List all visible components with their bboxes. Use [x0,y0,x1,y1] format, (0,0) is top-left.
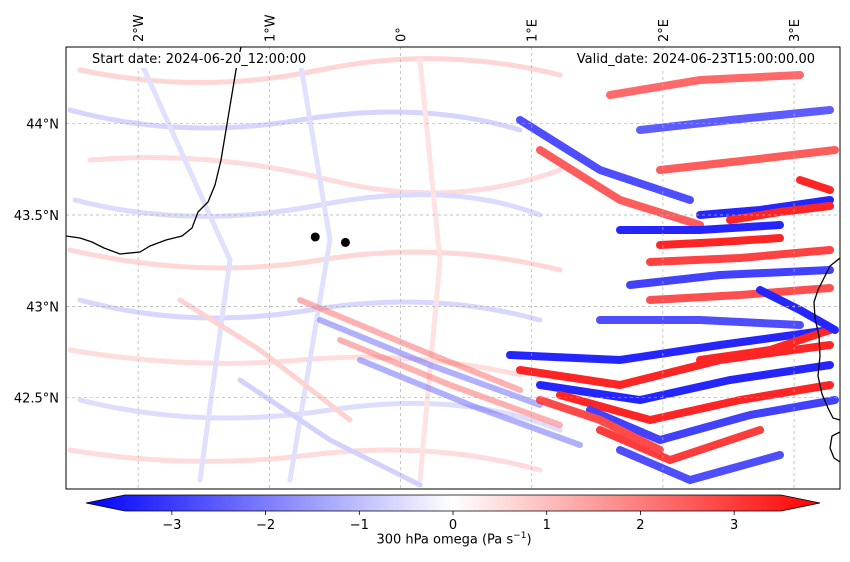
lat-tick-label: 42.5°N [14,392,59,407]
colorbar-tick-label: 0 [449,518,457,533]
colorbar-tick-label: 2 [636,518,644,533]
lon-tick-label: 2°W [132,14,147,42]
location-markers [310,232,350,247]
latitude-labels: 44°N 43.5°N 43°N 42.5°N [14,118,59,407]
marker-1-dot [310,232,320,242]
coastline-group [66,47,840,463]
start-date-label: Start date: 2024-06-20_12:00:00 [88,52,311,68]
colorbar-title-prefix: 300 hPa omega (Pa s [376,532,514,548]
colorbar-tick-label: −1 [350,518,369,533]
map-panel [65,46,841,490]
coastline-east [813,257,840,421]
colorbar-title-exponent: −1 [513,531,527,541]
lat-tick-label: 43°N [26,300,59,315]
omega-field [67,56,839,488]
coastline-west [66,47,242,255]
lon-tick-label: 2°E [657,19,672,42]
lon-tick-label: 1°W [263,14,278,42]
colorbar: −3 −2 −1 0 1 2 3 [85,494,821,533]
colorbar-tick-label: 3 [730,518,738,533]
lat-tick-label: 44°N [26,118,59,133]
longitude-labels: 2°W 1°W 0° 1°E 2°E 3°E [132,14,803,42]
colorbar-tick-label: 1 [543,518,551,533]
marker-2-dot [340,237,350,247]
colorbar-ticks: −3 −2 −1 0 1 2 3 [162,511,738,533]
colorbar-gradient [85,494,821,512]
colorbar-title: 300 hPa omega (Pa s−1) [0,531,850,547]
map-frame [65,46,841,490]
lon-tick-label: 0° [395,27,410,42]
lat-tick-label: 43.5°N [14,209,59,224]
valid-date-label: Valid_date: 2024-06-23T15:00:00.00 [572,52,819,68]
gridlines [66,47,840,489]
colorbar-tick-label: −3 [162,518,181,533]
colorbar-tick-label: −2 [256,518,275,533]
lon-tick-label: 3°E [788,19,803,42]
colorbar-title-suffix: ) [526,532,532,548]
lon-tick-label: 1°E [526,19,541,42]
coastline-southeast [829,431,840,463]
